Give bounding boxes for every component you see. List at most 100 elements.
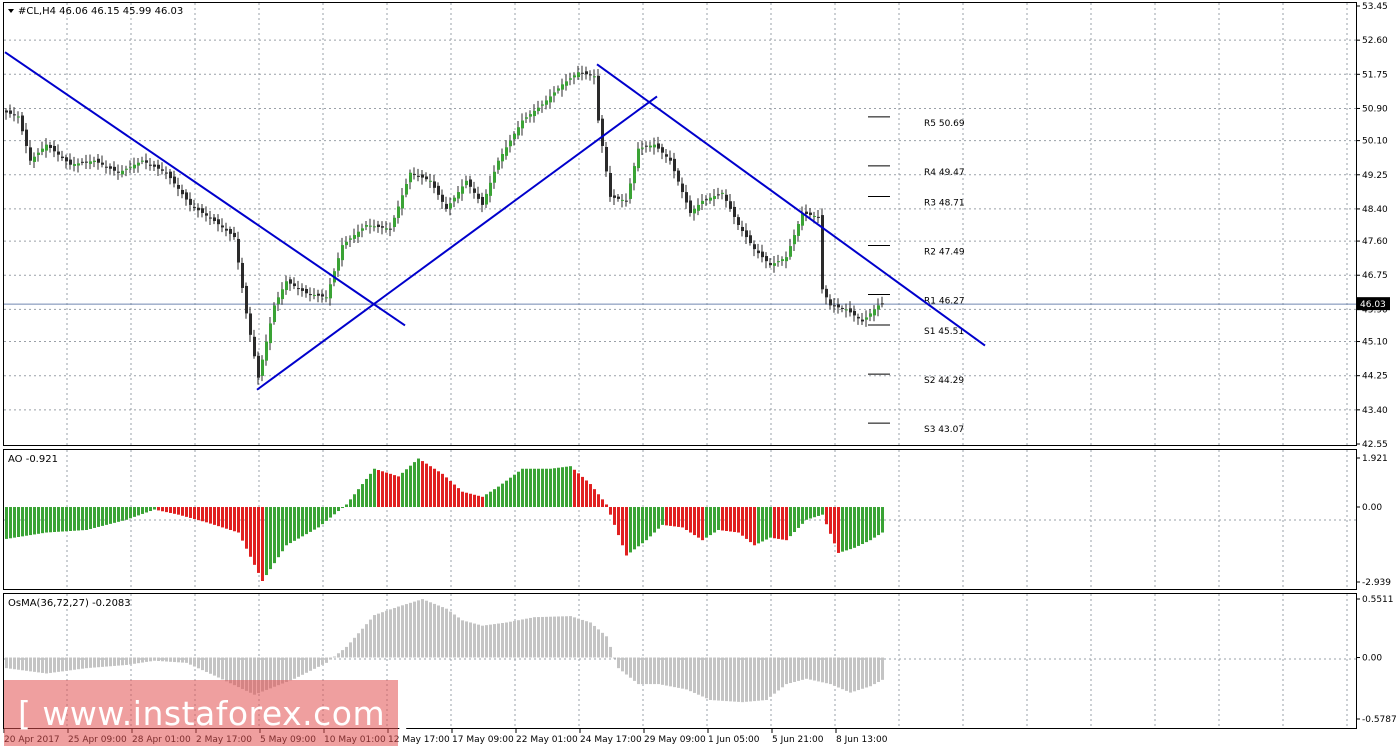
osma-bar	[789, 657, 792, 684]
candle	[677, 168, 680, 186]
grid-lines	[4, 3, 1356, 728]
candle	[269, 316, 272, 351]
osma-bar	[133, 657, 136, 664]
symbol-dropdown-icon[interactable]	[8, 9, 14, 13]
candle	[61, 150, 64, 161]
candle	[5, 108, 8, 120]
candle-body	[197, 207, 200, 211]
candle	[873, 305, 876, 322]
osma-bar	[17, 657, 20, 670]
osma-bar	[377, 613, 380, 658]
candle-body	[553, 92, 556, 96]
osma-bar	[233, 657, 236, 686]
candle-body	[309, 294, 312, 296]
indicator-tick-label: 0.00	[1362, 503, 1382, 513]
candle-body	[541, 104, 544, 106]
osma-bar	[517, 620, 520, 658]
osma-bar	[261, 657, 264, 692]
candle-body	[241, 262, 244, 288]
osma-bar	[277, 657, 280, 686]
ao-bar	[209, 507, 212, 524]
candle	[117, 164, 120, 180]
ao-bar	[585, 480, 588, 508]
candle	[253, 329, 256, 359]
ao-bar	[689, 507, 692, 533]
ao-bar	[653, 507, 656, 533]
candle	[569, 72, 572, 86]
candle	[849, 301, 852, 317]
candle	[761, 244, 764, 263]
candle-body	[213, 217, 216, 221]
osma-bar	[189, 657, 192, 665]
candle	[757, 243, 760, 259]
ao-bar	[137, 507, 140, 516]
ao-bar	[489, 491, 492, 508]
osma-bar	[269, 657, 272, 689]
ao-bar	[349, 499, 352, 508]
osma-bar	[577, 618, 580, 658]
osma-bar	[109, 657, 112, 667]
osma-bar	[21, 657, 24, 671]
candle	[149, 157, 152, 171]
candle-body	[433, 181, 436, 188]
osma-bar	[757, 657, 760, 701]
ao-bar	[545, 468, 548, 508]
candle	[733, 201, 736, 225]
candle	[589, 70, 592, 81]
candle-body	[825, 288, 828, 298]
candle-body	[417, 175, 420, 177]
candle-body	[701, 200, 704, 204]
candle	[121, 165, 124, 178]
candle-body	[321, 294, 324, 297]
candle-body	[57, 151, 60, 155]
osma-bar	[477, 624, 480, 658]
candle	[449, 197, 452, 216]
osma-bar	[141, 657, 144, 663]
osma-bar	[601, 632, 604, 658]
osma-bar	[37, 657, 40, 673]
candle-body	[545, 100, 548, 105]
candle-body	[713, 196, 716, 199]
ao-bar	[33, 507, 36, 535]
osma-bar	[529, 617, 532, 658]
candle-body	[633, 166, 636, 184]
candle	[161, 162, 164, 175]
candle-body	[693, 208, 696, 214]
ao-bar	[13, 507, 16, 538]
pivot-r2-label: R2 47.49	[924, 247, 965, 257]
ao-bar	[821, 507, 824, 515]
candle-body	[649, 145, 652, 148]
candle-body	[605, 146, 608, 172]
candle-body	[705, 199, 708, 201]
ao-bar	[73, 507, 76, 531]
candle	[309, 287, 312, 302]
osma-bar	[57, 657, 60, 672]
osma-bar	[537, 617, 540, 658]
osma-bar	[321, 657, 324, 665]
candle-body	[337, 258, 340, 271]
osma-bar	[497, 623, 500, 658]
osma-bar	[561, 616, 564, 658]
osma-bar	[505, 622, 508, 658]
candle	[265, 334, 268, 366]
ao-bar	[829, 507, 832, 534]
osma-bar	[461, 620, 464, 658]
candle-body	[777, 261, 780, 263]
candle-body	[277, 297, 280, 305]
candle	[341, 237, 344, 267]
watermark-text: [ www.instaforex.com ]	[18, 694, 410, 733]
ao-bar	[869, 507, 872, 541]
candle	[193, 199, 196, 212]
candle	[337, 252, 340, 278]
osma-bar	[113, 657, 116, 666]
candle	[817, 209, 820, 224]
time-tick-label: 29 May 09:00	[644, 735, 706, 745]
ao-bar	[705, 507, 708, 538]
candle	[361, 223, 364, 238]
price-tick-label: 45.10	[1362, 338, 1388, 348]
osma-bar	[501, 623, 504, 658]
osma-bar	[473, 623, 476, 658]
osma-label: OsMA(36,72,27) -0.2083	[8, 598, 131, 609]
ao-bar	[845, 507, 848, 551]
candle	[797, 220, 800, 242]
